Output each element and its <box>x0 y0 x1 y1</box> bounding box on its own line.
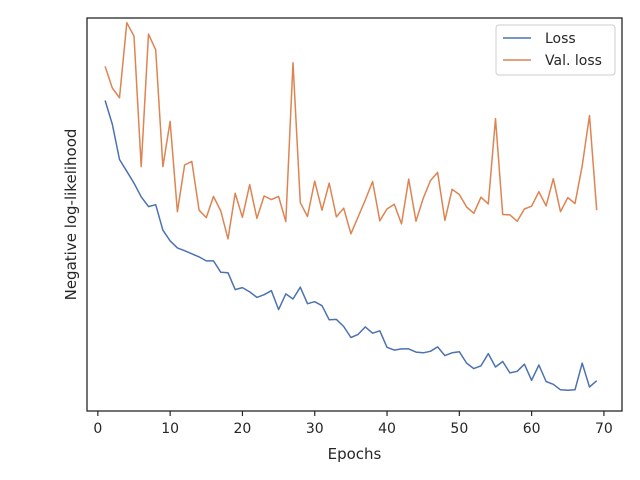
x-axis-label: Epochs <box>328 445 382 463</box>
legend-label-loss: Loss <box>545 31 576 47</box>
x-tick-label: 10 <box>161 421 179 437</box>
series-line-loss <box>104 100 598 391</box>
x-tick-label: 50 <box>450 421 468 437</box>
legend: Loss Val. loss <box>495 24 616 76</box>
series-line-val-loss <box>104 21 598 240</box>
x-axis-ticks: 0 10 20 30 40 50 60 70 <box>93 411 613 437</box>
x-tick-label: 40 <box>378 421 396 437</box>
legend-label-val-loss: Val. loss <box>545 53 602 69</box>
y-axis-label: Negative log-likelihood <box>62 129 80 301</box>
x-tick-label: 20 <box>234 421 252 437</box>
x-tick-label: 60 <box>523 421 541 437</box>
x-tick-label: 30 <box>306 421 324 437</box>
x-tick-label: 0 <box>93 421 102 437</box>
x-tick-label: 70 <box>595 421 613 437</box>
series-lines <box>104 21 598 391</box>
plot-frame <box>86 17 623 412</box>
